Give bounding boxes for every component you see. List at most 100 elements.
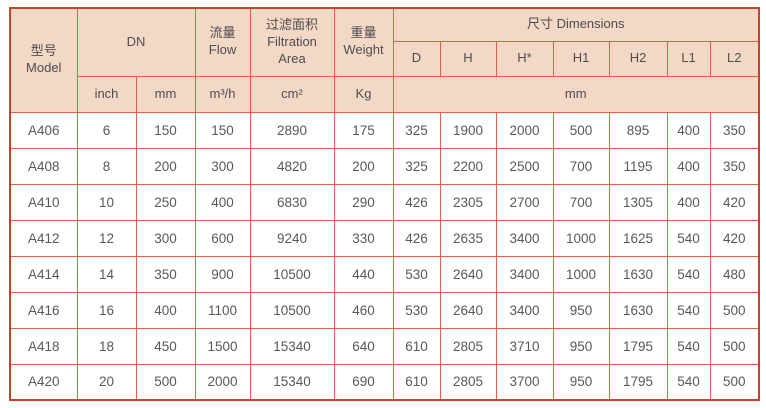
cell-filtration-area: 6830 [249, 183, 335, 221]
cell-h1: 950 [552, 291, 610, 329]
header-l1: L1 [666, 40, 711, 77]
header-dn: DN [76, 7, 196, 77]
cell-dn-inch: 16 [76, 291, 137, 329]
cell-model: A412 [9, 219, 78, 257]
header-model-en: Model [26, 60, 62, 76]
cell-l1: 540 [666, 255, 711, 293]
cell-dn-mm: 350 [135, 255, 196, 293]
cell-dn-inch: 12 [76, 219, 137, 257]
cell-l1: 400 [666, 147, 711, 185]
header-weight-zh: 重量 [350, 25, 377, 41]
table-row: A420 20 500 2000 15340 690 610 2805 3700… [9, 363, 760, 401]
cell-dn-mm: 500 [135, 363, 196, 401]
cell-h: 1900 [439, 111, 497, 149]
cell-model: A420 [9, 363, 78, 401]
cell-flow: 400 [194, 183, 251, 221]
cell-dn-inch: 14 [76, 255, 137, 293]
cell-d: 426 [392, 183, 441, 221]
cell-filtration-area: 2890 [249, 111, 335, 149]
cell-filtration-area: 15340 [249, 363, 335, 401]
cell-h: 2305 [439, 183, 497, 221]
cell-l1: 400 [666, 111, 711, 149]
cell-weight: 330 [333, 219, 394, 257]
cell-h2: 1795 [608, 327, 668, 365]
cell-l1: 540 [666, 327, 711, 365]
header-model-zh: 型号 [30, 43, 57, 59]
table-row: A418 18 450 1500 15340 640 610 2805 3710… [9, 327, 760, 365]
cell-dn-mm: 450 [135, 327, 196, 365]
cell-l2: 500 [709, 327, 760, 365]
cell-h: 2200 [439, 147, 497, 185]
cell-l2: 350 [709, 111, 760, 149]
cell-flow: 150 [194, 111, 251, 149]
unit-weight: Kg [333, 75, 394, 113]
cell-dn-mm: 250 [135, 183, 196, 221]
cell-weight: 440 [333, 255, 394, 293]
cell-weight: 640 [333, 327, 394, 365]
cell-h-star: 3400 [495, 291, 554, 329]
cell-d: 530 [392, 291, 441, 329]
cell-d: 426 [392, 219, 441, 257]
cell-l1: 400 [666, 183, 711, 221]
cell-h: 2805 [439, 363, 497, 401]
header-h-star: H* [495, 40, 554, 77]
table-row: A410 10 250 400 6830 290 426 2305 2700 7… [9, 183, 760, 221]
cell-filtration-area: 4820 [249, 147, 335, 185]
cell-dn-mm: 150 [135, 111, 196, 149]
cell-h2: 1305 [608, 183, 668, 221]
cell-h-star: 3700 [495, 363, 554, 401]
cell-h: 2805 [439, 327, 497, 365]
cell-h1: 950 [552, 363, 610, 401]
header-filtration-en2: Area [278, 50, 306, 66]
cell-h1: 1000 [552, 255, 610, 293]
cell-d: 530 [392, 255, 441, 293]
header-h1: H1 [552, 40, 610, 77]
cell-h1: 700 [552, 183, 610, 221]
cell-d: 325 [392, 147, 441, 185]
cell-h2: 1195 [608, 147, 668, 185]
table-row: A416 16 400 1100 10500 460 530 2640 3400… [9, 291, 760, 329]
cell-dn-inch: 8 [76, 147, 137, 185]
cell-h: 2640 [439, 255, 497, 293]
cell-flow: 1100 [194, 291, 251, 329]
cell-l2: 500 [709, 291, 760, 329]
cell-h-star: 2500 [495, 147, 554, 185]
cell-l1: 540 [666, 291, 711, 329]
table-row: A414 14 350 900 10500 440 530 2640 3400 … [9, 255, 760, 293]
cell-model: A406 [9, 111, 78, 149]
header-row-groups: 型号 Model DN 流量 Flow 过滤面积 Filtration Area… [9, 7, 760, 113]
cell-h1: 500 [552, 111, 610, 149]
cell-l2: 350 [709, 147, 760, 185]
cell-filtration-area: 10500 [249, 291, 335, 329]
table-row: A406 6 150 150 2890 175 325 1900 2000 50… [9, 111, 760, 149]
header-flow-zh: 流量 [209, 25, 236, 41]
cell-model: A410 [9, 183, 78, 221]
cell-h1: 1000 [552, 219, 610, 257]
header-flow-en: Flow [208, 42, 237, 58]
header-row-dim-subcols: D H H* H1 H2 L1 L2 [10, 40, 760, 77]
header-filtration-en1: Filtration [267, 33, 317, 49]
cell-flow: 300 [194, 147, 251, 185]
header-flow: 流量 Flow [194, 7, 251, 77]
cell-d: 325 [392, 111, 441, 149]
unit-inch: inch [76, 75, 137, 113]
cell-h-star: 3400 [495, 219, 554, 257]
cell-filtration-area: 10500 [249, 255, 335, 293]
cell-h-star: 3400 [495, 255, 554, 293]
cell-l2: 420 [709, 219, 760, 257]
cell-model: A418 [9, 327, 78, 365]
unit-area: cm² [249, 75, 335, 113]
cell-filtration-area: 15340 [249, 327, 335, 365]
cell-dn-inch: 6 [76, 111, 137, 149]
cell-flow: 1500 [194, 327, 251, 365]
table-header: 型号 Model DN 流量 Flow 过滤面积 Filtration Area… [9, 7, 760, 113]
cell-flow: 900 [194, 255, 251, 293]
table-body: A406 6 150 150 2890 175 325 1900 2000 50… [9, 111, 760, 401]
cell-d: 610 [392, 327, 441, 365]
cell-h2: 1630 [608, 255, 668, 293]
header-d: D [392, 40, 441, 77]
cell-h1: 950 [552, 327, 610, 365]
header-filtration-area: 过滤面积 Filtration Area [249, 7, 335, 77]
header-h: H [439, 40, 497, 77]
